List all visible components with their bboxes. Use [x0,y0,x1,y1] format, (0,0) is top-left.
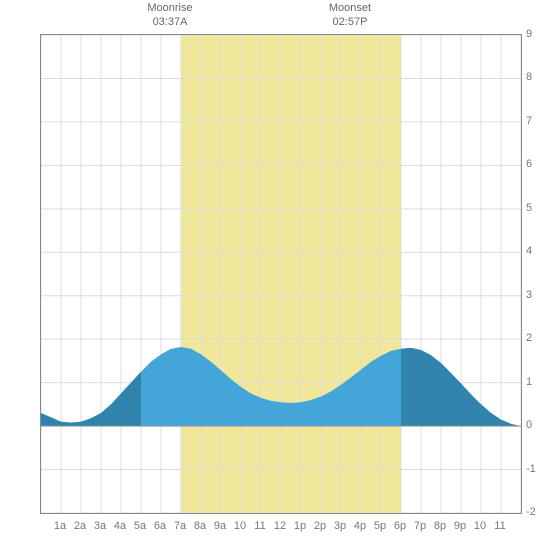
x-tick-label: 6p [394,520,406,532]
x-tick-label: 7a [174,520,186,532]
x-tick-label: 3a [94,520,106,532]
x-tick-label: 4a [114,520,126,532]
y-tick-label: 1 [526,376,532,388]
y-tick-label: 0 [526,419,532,431]
x-tick-label: 7p [414,520,426,532]
y-tick-label: 7 [526,115,532,127]
x-tick-label: 11 [254,520,265,532]
y-tick-label: 8 [526,71,532,83]
y-tick-label: -2 [526,506,536,518]
tide-chart [40,34,522,514]
x-tick-label: 10 [234,520,246,532]
x-tick-label: 6a [154,520,166,532]
x-tick-label: 5a [134,520,146,532]
x-tick-label: 3p [334,520,346,532]
tide-chart-svg [41,35,521,513]
y-tick-label: 4 [526,245,532,257]
x-tick-label: 8a [194,520,206,532]
y-tick-label: 9 [526,28,532,40]
x-tick-label: 1p [294,520,306,532]
x-tick-label: 10 [474,520,486,532]
moon-event-label: Moonset02:57P [329,2,371,30]
x-tick-label: 4p [354,520,366,532]
y-tick-label: 6 [526,158,532,170]
x-tick-label: 9a [214,520,226,532]
x-tick-label: 9p [454,520,466,532]
x-tick-label: 1a [54,520,66,532]
moon-event-label: Moonrise03:37A [147,2,192,30]
moon-event-title: Moonset [329,2,371,16]
x-tick-label: 11 [494,520,505,532]
moon-event-time: 02:57P [329,16,371,30]
moon-event-time: 03:37A [147,16,192,30]
x-tick-label: 8p [434,520,446,532]
y-tick-label: 3 [526,289,532,301]
moon-event-title: Moonrise [147,2,192,16]
y-tick-label: 5 [526,202,532,214]
y-tick-label: 2 [526,332,532,344]
y-tick-label: -1 [526,463,536,475]
x-tick-label: 12 [274,520,286,532]
x-tick-label: 2p [314,520,326,532]
x-tick-label: 2a [74,520,86,532]
x-tick-label: 5p [374,520,386,532]
